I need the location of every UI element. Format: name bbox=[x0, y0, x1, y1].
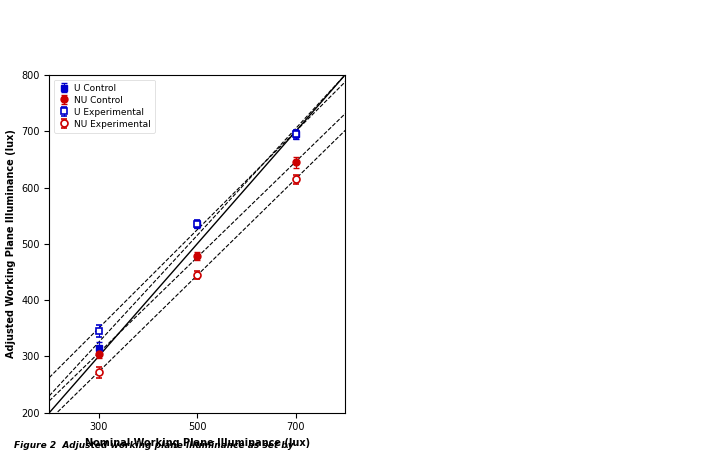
Y-axis label: Adjusted Working Plane Illuminance (lux): Adjusted Working Plane Illuminance (lux) bbox=[6, 129, 15, 358]
Legend: U Control, NU Control, U Experimental, NU Experimental: U Control, NU Control, U Experimental, N… bbox=[54, 80, 155, 133]
Text: Figure 2  Adjusted working plane illuminance as set by: Figure 2 Adjusted working plane illumina… bbox=[14, 441, 294, 450]
X-axis label: Nominal Working Plane Illuminance (lux): Nominal Working Plane Illuminance (lux) bbox=[84, 438, 310, 448]
